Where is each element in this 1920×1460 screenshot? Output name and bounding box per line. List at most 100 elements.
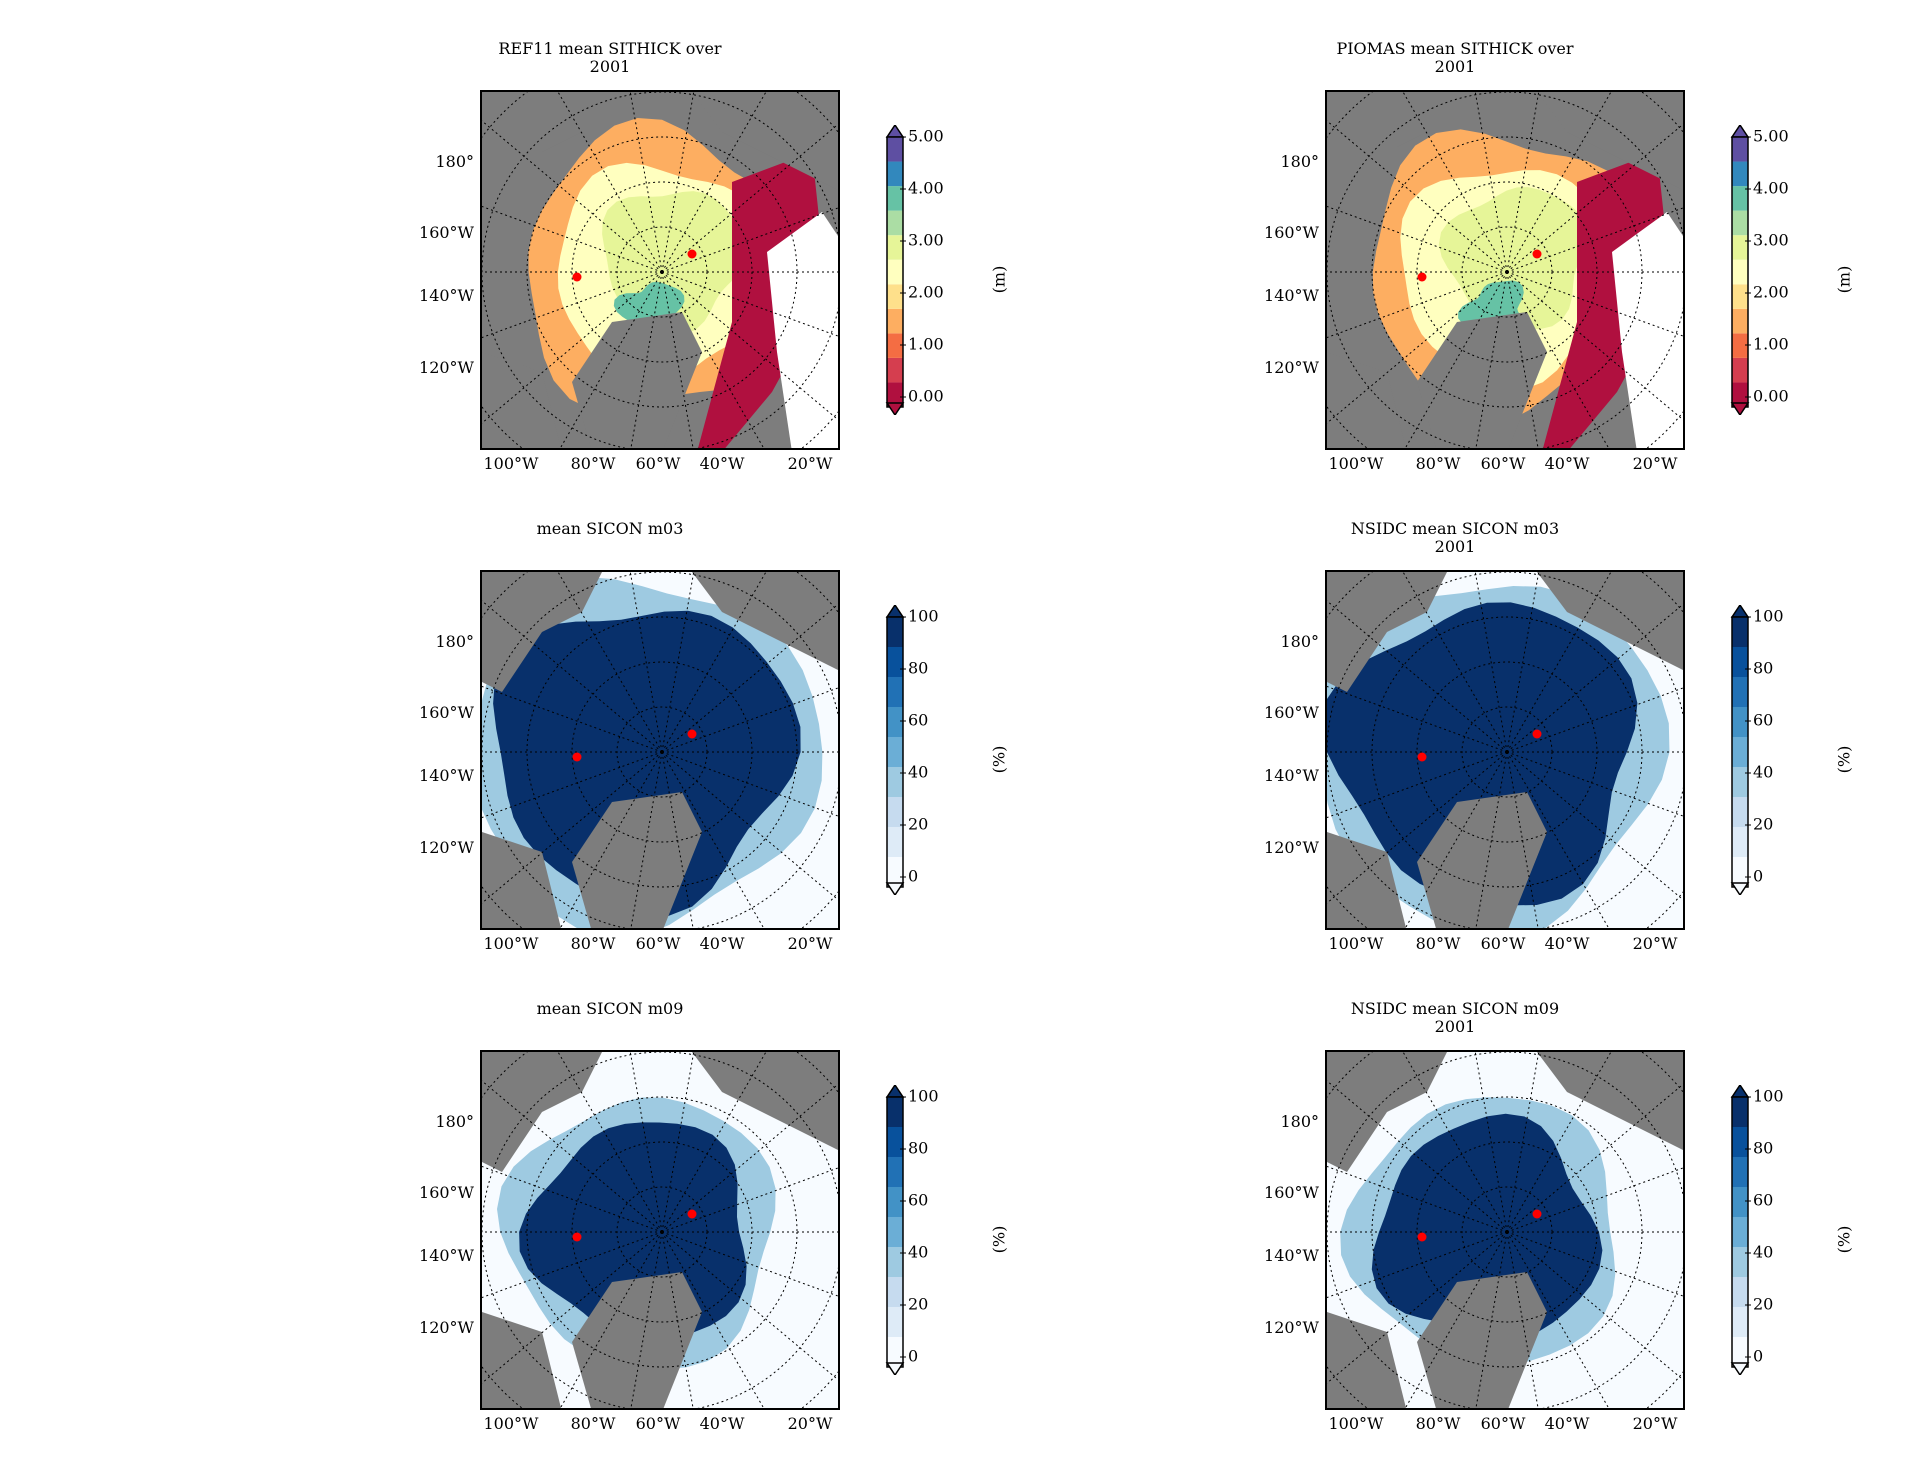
longitude-label: 140°W <box>1264 286 1319 305</box>
ice-pack-area <box>1371 1113 1603 1340</box>
land-mass <box>692 92 838 190</box>
longitude-label: 40°W <box>699 1414 745 1433</box>
station-marker <box>1417 1232 1427 1242</box>
colorbar-tick-label: 100 <box>1745 1086 1784 1106</box>
colorbar-ticks: 100 80 60 40 20 0 <box>1744 1087 1823 1366</box>
colorbar-tick-label: 40 <box>899 762 929 782</box>
longitude-label: 160°W <box>419 703 474 722</box>
station-marker <box>1532 249 1542 259</box>
longitude-label: 60°W <box>635 934 681 953</box>
land-mass <box>1327 1312 1406 1408</box>
panel-title: NSIDC mean SICON m03 2001 <box>1350 519 1560 556</box>
graticule <box>482 92 838 448</box>
station-marker <box>1417 272 1427 282</box>
colorbar-segment <box>887 857 903 887</box>
station-marker <box>687 1209 697 1219</box>
longitude-label: 120°W <box>419 358 474 377</box>
map-panel-ref11-sithick: REF11 mean SITHICK over 2001 180° 160°W 140… <box>400 40 1008 500</box>
colorbar-segment <box>887 647 903 677</box>
colorbar-tick-label: 5.00 <box>1745 126 1789 146</box>
polar-map <box>480 570 840 930</box>
colorbar-unit-label: (%) <box>989 1225 1009 1254</box>
longitude-label: 20°W <box>1632 1414 1678 1433</box>
colorbar-segment <box>887 357 903 383</box>
longitude-label: 80°W <box>1415 934 1461 953</box>
colorbar-min-arrow <box>885 1362 905 1377</box>
colorbar-segment <box>887 186 903 211</box>
colorbar-segment <box>887 707 903 737</box>
colorbar-segment <box>1732 382 1748 407</box>
land-mass <box>572 792 702 928</box>
colorbar-segment <box>1732 161 1748 187</box>
longitude-label: 140°W <box>419 1246 474 1265</box>
colorbar-unit-label: (m) <box>1834 265 1854 294</box>
colorbar-segment <box>887 235 903 260</box>
colorbar-segment <box>1732 737 1748 767</box>
map-panel-nsidc-sicon-m09: NSIDC mean SICON m09 2001 180° 160°W 140°W 1… <box>1245 1000 1853 1460</box>
colorbar-ticks: 5.00 4.00 3.00 2.00 1.00 0.00 <box>900 127 978 406</box>
colorbar-segment <box>887 210 903 236</box>
longitude-label: 20°W <box>1632 454 1678 473</box>
colorbar-tick-label: 40 <box>899 1242 929 1262</box>
colorbar-tick-label: 20 <box>899 814 929 834</box>
colorbar-tick-label: 40 <box>1744 1242 1774 1262</box>
land-mass <box>1417 312 1547 448</box>
longitude-label: 80°W <box>570 454 616 473</box>
colorbar-segment <box>887 161 903 187</box>
colorbar-tick-label: 80 <box>899 1138 929 1158</box>
polar-map-svg <box>482 572 838 928</box>
colorbar <box>885 603 905 897</box>
land-mass <box>1537 572 1683 670</box>
longitude-label: 180° <box>1280 152 1319 171</box>
longitude-label: 20°W <box>787 1414 833 1433</box>
longitude-label: 120°W <box>1264 1318 1319 1337</box>
longitude-label: 120°W <box>419 1318 474 1337</box>
land-mass <box>1327 1052 1447 1172</box>
land-mass <box>1537 1052 1683 1150</box>
colorbar-tick-label: 4.00 <box>1745 178 1789 198</box>
longitude-label: 60°W <box>635 1414 681 1433</box>
longitude-label: 100°W <box>483 454 539 473</box>
land-mass <box>572 1272 702 1408</box>
colorbar-segment <box>1732 235 1748 260</box>
land-mass <box>1537 92 1683 190</box>
colorbar-min-arrow <box>1730 1362 1750 1377</box>
open-water-area <box>767 212 838 448</box>
colorbar-tick-label: 1.00 <box>1745 334 1789 354</box>
colorbar-tick-label: 60 <box>899 710 929 730</box>
polar-map <box>480 90 840 450</box>
station-marker <box>572 1232 582 1242</box>
colorbar-tick-label: 0 <box>899 1346 919 1366</box>
colorbar-tick-label: 0 <box>1744 866 1764 886</box>
longitude-label: 80°W <box>1415 1414 1461 1433</box>
polar-map-svg <box>482 92 838 448</box>
longitude-label: 160°W <box>1264 703 1319 722</box>
colorbar <box>885 123 905 417</box>
colorbar-segment <box>1732 1277 1748 1307</box>
colorbar-min-arrow <box>1730 882 1750 897</box>
colorbar-min-arrow <box>1730 402 1750 417</box>
colorbar-ticks: 100 80 60 40 20 0 <box>899 1087 978 1366</box>
longitude-label: 100°W <box>1328 1414 1384 1433</box>
land-mass <box>482 1312 561 1408</box>
colorbar-segment <box>887 1337 903 1367</box>
longitude-label: 160°W <box>419 1183 474 1202</box>
colorbar-segment <box>1732 1217 1748 1247</box>
longitude-label: 80°W <box>570 934 616 953</box>
longitude-label: 80°W <box>570 1414 616 1433</box>
polar-map-svg <box>1327 92 1683 448</box>
colorbar <box>1730 1083 1750 1377</box>
longitude-label: 40°W <box>1544 454 1590 473</box>
colorbar-segment <box>887 617 903 647</box>
colorbar-segment <box>887 1187 903 1217</box>
colorbar-segment <box>1732 617 1748 647</box>
longitude-label: 80°W <box>1415 454 1461 473</box>
colorbar-unit-label: (m) <box>989 265 1009 294</box>
colorbar-tick-label: 100 <box>900 606 939 626</box>
colorbar-tick-label: 0.00 <box>1745 386 1789 406</box>
colorbar-tick-label: 0 <box>899 866 919 886</box>
station-marker <box>1532 729 1542 739</box>
colorbar-segment <box>1732 357 1748 383</box>
colorbar-tick-label: 5.00 <box>900 126 944 146</box>
colorbar-segment <box>1732 707 1748 737</box>
